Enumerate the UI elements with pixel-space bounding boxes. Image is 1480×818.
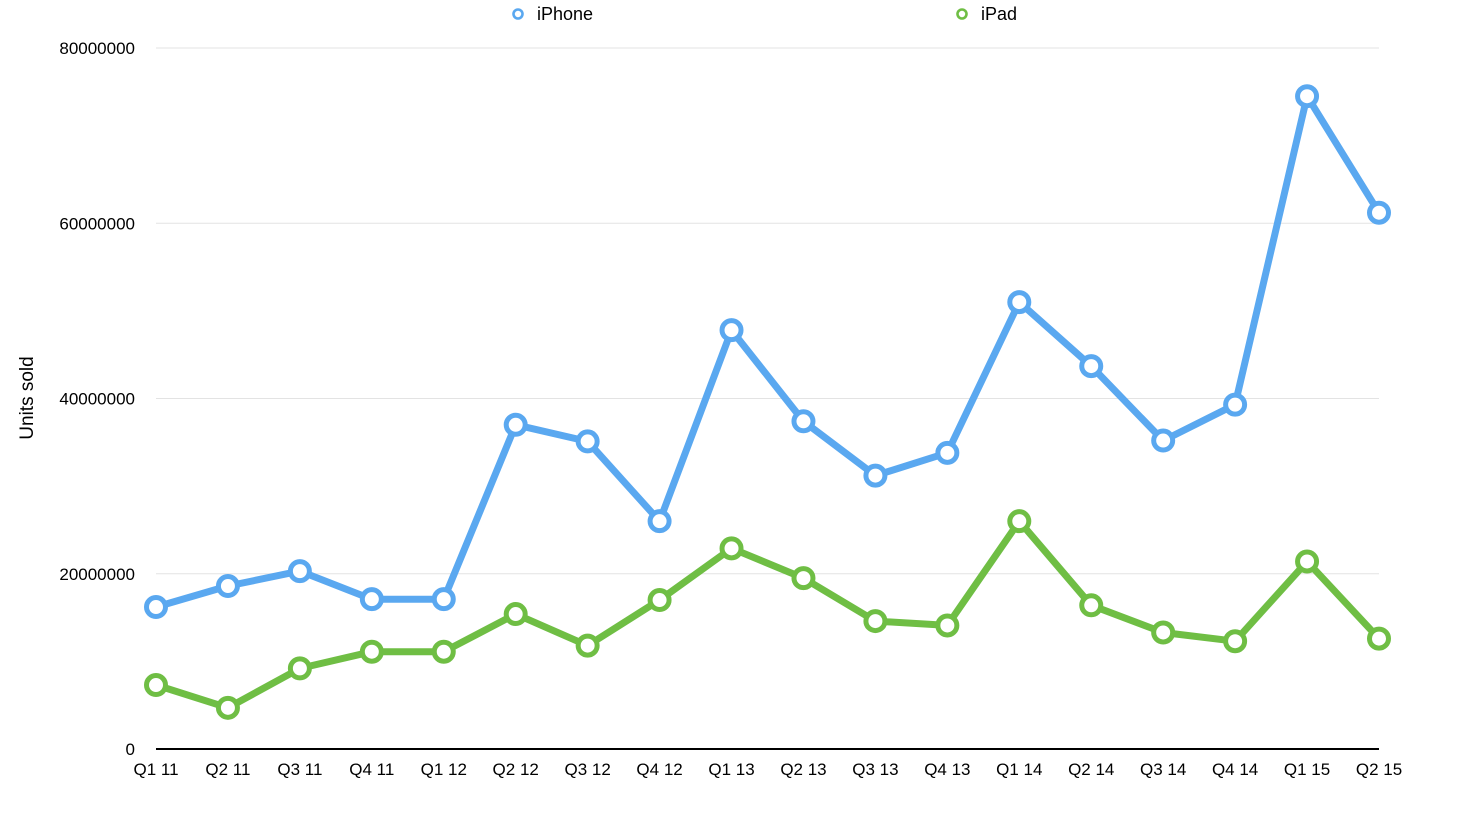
data-point bbox=[863, 463, 888, 488]
data-point bbox=[1079, 354, 1104, 379]
data-point bbox=[359, 639, 384, 664]
data-point bbox=[287, 559, 312, 584]
x-tick-label: Q4 12 bbox=[636, 760, 682, 779]
x-tick-label: Q4 13 bbox=[924, 760, 970, 779]
y-axis-ticks: 0 20000000 40000000 60000000 80000000 bbox=[59, 39, 135, 759]
data-point bbox=[647, 588, 672, 613]
x-tick-label: Q1 14 bbox=[996, 760, 1042, 779]
y-tick-label: 20000000 bbox=[59, 565, 135, 584]
data-point bbox=[1223, 629, 1248, 654]
data-point bbox=[431, 639, 456, 664]
data-point bbox=[287, 656, 312, 681]
data-point bbox=[1007, 509, 1032, 534]
x-axis-ticks: Q1 11 Q2 11 Q3 11 Q4 11 Q1 12 Q2 12 Q3 12 Q4 12… bbox=[133, 760, 1402, 779]
data-point bbox=[144, 673, 168, 698]
data-point bbox=[431, 587, 456, 612]
series-ipad bbox=[144, 509, 1391, 720]
data-point bbox=[791, 409, 816, 434]
data-point bbox=[1007, 290, 1032, 315]
data-point bbox=[575, 429, 600, 454]
x-tick-label: Q3 11 bbox=[277, 760, 322, 779]
data-point bbox=[1367, 626, 1391, 651]
x-tick-label: Q3 12 bbox=[564, 760, 610, 779]
data-point bbox=[215, 574, 240, 599]
legend-item: iPad bbox=[956, 4, 1017, 24]
y-tick-label: 40000000 bbox=[59, 390, 135, 409]
y-tick-label: 0 bbox=[126, 740, 135, 759]
x-tick-label: Q3 14 bbox=[1140, 760, 1186, 779]
x-tick-label: Q1 13 bbox=[708, 760, 754, 779]
data-point bbox=[935, 613, 960, 638]
series-line bbox=[152, 517, 1383, 712]
y-tick-label: 60000000 bbox=[59, 214, 135, 233]
legend: iPhone iPad bbox=[512, 4, 1017, 24]
x-tick-label: Q4 11 bbox=[349, 760, 394, 779]
data-point bbox=[1223, 392, 1248, 417]
x-tick-label: Q2 14 bbox=[1068, 760, 1114, 779]
x-tick-label: Q4 14 bbox=[1212, 760, 1258, 779]
x-tick-label: Q3 13 bbox=[852, 760, 898, 779]
x-tick-label: Q2 11 bbox=[205, 760, 250, 779]
data-point bbox=[935, 440, 960, 465]
y-axis-title: Units sold bbox=[17, 356, 38, 439]
legend-label: iPad bbox=[981, 4, 1017, 24]
data-point bbox=[863, 609, 888, 634]
series-line bbox=[152, 92, 1383, 611]
data-point bbox=[1151, 428, 1176, 453]
data-point bbox=[1079, 593, 1104, 618]
x-tick-label: Q1 12 bbox=[421, 760, 467, 779]
x-tick-label: Q2 13 bbox=[780, 760, 826, 779]
data-point bbox=[503, 602, 528, 627]
data-point bbox=[719, 536, 744, 561]
legend-label: iPhone bbox=[537, 4, 593, 24]
data-point bbox=[503, 412, 528, 437]
data-point bbox=[359, 587, 384, 612]
data-point bbox=[1295, 84, 1320, 109]
data-point bbox=[647, 509, 672, 534]
data-point bbox=[144, 595, 168, 620]
data-point bbox=[1151, 620, 1176, 645]
x-tick-label: Q1 11 bbox=[133, 760, 178, 779]
series-layer bbox=[144, 84, 1391, 720]
x-tick-label: Q2 12 bbox=[493, 760, 539, 779]
data-point bbox=[719, 318, 744, 343]
data-point bbox=[1295, 549, 1320, 574]
x-tick-label: Q1 15 bbox=[1284, 760, 1330, 779]
y-tick-label: 80000000 bbox=[59, 39, 135, 58]
data-point bbox=[1367, 200, 1391, 225]
data-point bbox=[575, 633, 600, 658]
legend-item: iPhone bbox=[512, 4, 593, 24]
x-tick-label: Q2 15 bbox=[1356, 760, 1402, 779]
series-iphone bbox=[144, 84, 1391, 620]
gridlines bbox=[156, 47, 1379, 575]
data-point bbox=[791, 566, 816, 591]
data-point bbox=[215, 695, 240, 720]
legend-marker bbox=[512, 8, 524, 20]
legend-marker bbox=[956, 8, 968, 20]
